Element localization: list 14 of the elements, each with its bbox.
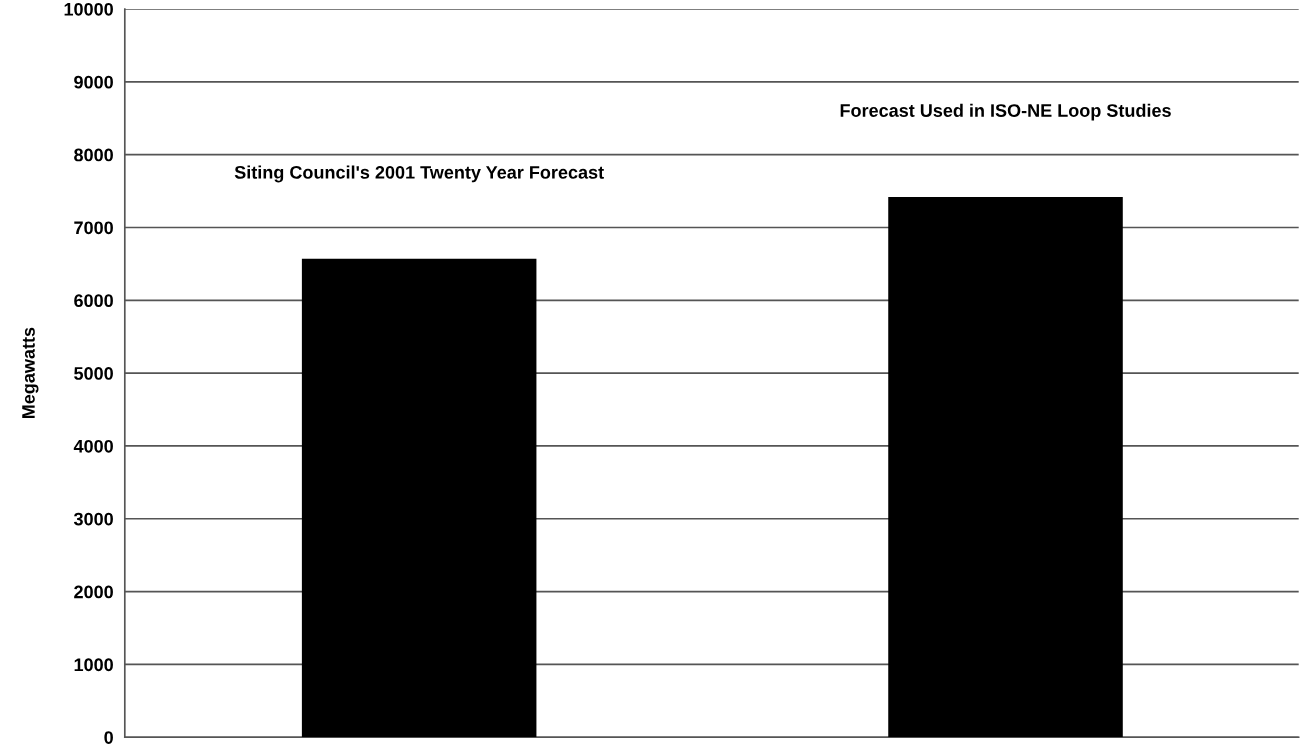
y-tick-label: 9000 [74, 75, 113, 89]
y-tick-label: 3000 [73, 512, 113, 526]
y-tick-label: 10000 [64, 2, 113, 16]
y-tick-label: 7000 [74, 221, 113, 235]
y-tick-label: 2000 [74, 585, 113, 599]
y-axis-title: Megawatts [22, 327, 39, 419]
x-tick-label: Forecast Used in ISO-NE Loop Studies [840, 103, 1171, 121]
x-tick-label: Siting Council's 2001 Twenty Year Forecast [234, 165, 604, 183]
y-tick-label: 8000 [74, 148, 113, 162]
y-tick-label: 5000 [74, 367, 113, 380]
y-tick-label: 4000 [73, 439, 113, 453]
y-tick-label: 6000 [74, 294, 113, 308]
y-tick-label: 0 [104, 731, 113, 744]
y-tick-label: 1000 [74, 658, 113, 672]
